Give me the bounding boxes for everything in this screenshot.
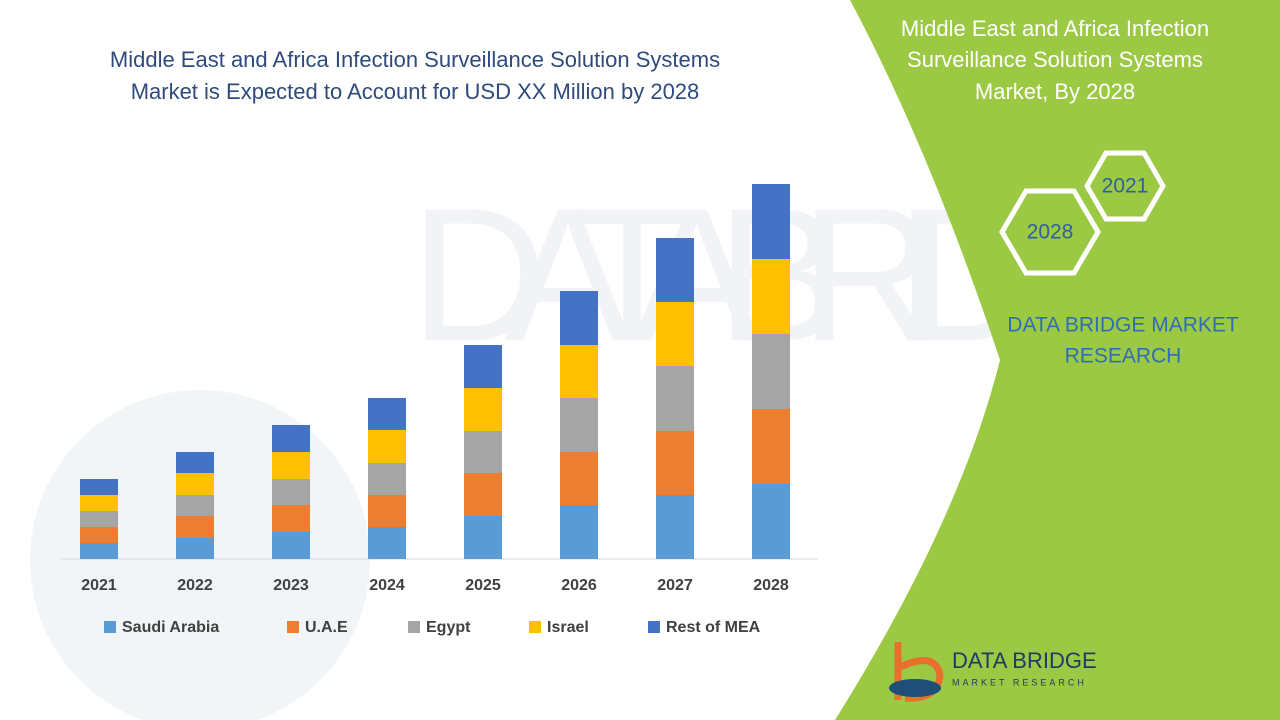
bar-segment xyxy=(272,425,310,452)
hexagon-label: 2028 xyxy=(1027,221,1074,244)
bar-segment xyxy=(464,388,502,431)
bar-segment xyxy=(176,495,214,516)
hexagon xyxy=(999,188,1101,276)
bar-segment xyxy=(464,516,502,559)
bar-segment xyxy=(368,495,406,527)
x-tick-label: 2028 xyxy=(753,577,789,594)
side-panel xyxy=(835,0,1280,720)
bar-segment xyxy=(560,345,598,398)
bar-segment xyxy=(272,532,310,559)
brand-text: RESEARCH xyxy=(1065,345,1182,368)
legend-swatch xyxy=(104,621,116,633)
legend-label: Saudi Arabia xyxy=(122,619,219,636)
bar-segment xyxy=(752,409,790,484)
logo-name: DATA BRIDGE xyxy=(952,648,1097,673)
bar-segment xyxy=(656,366,694,431)
bar-segment xyxy=(752,184,790,259)
bar-segment xyxy=(656,302,694,366)
bar-segment xyxy=(80,543,118,559)
bar-segment xyxy=(656,431,694,495)
bar-segment xyxy=(368,398,406,430)
bar-segment xyxy=(272,452,310,479)
bar-segment xyxy=(176,452,214,473)
chart-title: Middle East and Africa Infection Surveil… xyxy=(110,47,720,72)
bar-segment xyxy=(368,527,406,559)
bar-segment xyxy=(656,238,694,302)
bar-segment xyxy=(368,430,406,463)
panel-title: Market, By 2028 xyxy=(975,79,1135,104)
legend-swatch xyxy=(529,621,541,633)
bar-segment xyxy=(560,452,598,505)
bar-segment xyxy=(560,291,598,345)
x-tick-label: 2021 xyxy=(81,577,117,594)
bar-segment xyxy=(80,511,118,527)
legend-swatch xyxy=(287,621,299,633)
chart-title: Market is Expected to Account for USD XX… xyxy=(131,79,700,104)
bar-segment xyxy=(176,473,214,495)
logo: DATA BRIDGE MARKET RESEARCH xyxy=(889,642,1097,702)
legend-label: Rest of MEA xyxy=(666,619,761,636)
legend-swatch xyxy=(648,621,660,633)
bar-segment xyxy=(80,495,118,511)
bar-segment xyxy=(176,516,214,538)
panel-title: Middle East and Africa Infection xyxy=(901,16,1209,41)
hexagon xyxy=(1084,150,1166,222)
legend-label: Egypt xyxy=(426,619,471,636)
panel-title: Surveillance Solution Systems xyxy=(907,47,1203,72)
logo-swoosh xyxy=(889,679,941,697)
brand-text: DATA BRIDGE MARKET xyxy=(1007,314,1239,337)
hexagon-label: 2021 xyxy=(1102,175,1149,198)
bar-segment xyxy=(272,505,310,532)
bar-segment xyxy=(176,538,214,559)
bar-segment xyxy=(464,473,502,516)
bar-segment xyxy=(464,431,502,473)
bar-segment xyxy=(80,479,118,495)
x-tick-label: 2025 xyxy=(465,577,501,594)
bar-segment xyxy=(368,463,406,495)
x-tick-label: 2026 xyxy=(561,577,597,594)
x-tick-label: 2023 xyxy=(273,577,309,594)
bar-segment xyxy=(272,479,310,505)
bar-segment xyxy=(656,495,694,559)
bar-segment xyxy=(752,334,790,409)
bar-segment xyxy=(80,527,118,543)
bar-segment xyxy=(752,484,790,559)
x-tick-label: 2027 xyxy=(657,577,693,594)
legend-swatch xyxy=(408,621,420,633)
legend-label: Israel xyxy=(547,619,589,636)
bar-segment xyxy=(560,505,598,559)
legend-label: U.A.E xyxy=(305,619,348,636)
bar-segment xyxy=(464,345,502,388)
bar-segment xyxy=(752,259,790,334)
x-tick-label: 2024 xyxy=(369,577,405,594)
logo-tagline: MARKET RESEARCH xyxy=(952,677,1087,687)
bar-segment xyxy=(560,398,598,452)
x-tick-label: 2022 xyxy=(177,577,213,594)
